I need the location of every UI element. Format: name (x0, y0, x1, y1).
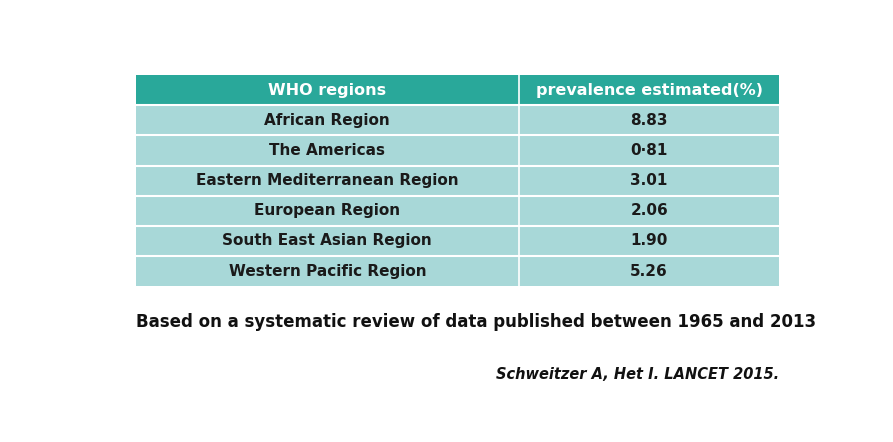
Text: prevalence estimated(%): prevalence estimated(%) (536, 83, 763, 98)
FancyBboxPatch shape (136, 135, 780, 166)
Text: South East Asian Region: South East Asian Region (222, 233, 432, 248)
FancyBboxPatch shape (136, 196, 780, 226)
Text: African Region: African Region (264, 113, 390, 128)
FancyBboxPatch shape (136, 75, 780, 105)
Text: Schweitzer A, Het I. LANCET 2015.: Schweitzer A, Het I. LANCET 2015. (497, 367, 780, 382)
Text: Western Pacific Region: Western Pacific Region (229, 263, 426, 278)
Text: 8.83: 8.83 (630, 113, 668, 128)
Text: 2.06: 2.06 (630, 203, 668, 218)
Text: WHO regions: WHO regions (268, 83, 387, 98)
Text: 1.90: 1.90 (630, 233, 668, 248)
FancyBboxPatch shape (136, 166, 780, 196)
FancyBboxPatch shape (136, 256, 780, 286)
Text: The Americas: The Americas (270, 143, 385, 158)
FancyBboxPatch shape (136, 226, 780, 256)
Text: European Region: European Region (255, 203, 400, 218)
Text: Based on a systematic review of data published between 1965 and 2013: Based on a systematic review of data pub… (136, 313, 816, 331)
Text: 0·81: 0·81 (630, 143, 668, 158)
Text: Eastern Mediterranean Region: Eastern Mediterranean Region (196, 173, 459, 188)
Text: 5.26: 5.26 (630, 263, 668, 278)
Text: 3.01: 3.01 (630, 173, 668, 188)
FancyBboxPatch shape (136, 105, 780, 135)
